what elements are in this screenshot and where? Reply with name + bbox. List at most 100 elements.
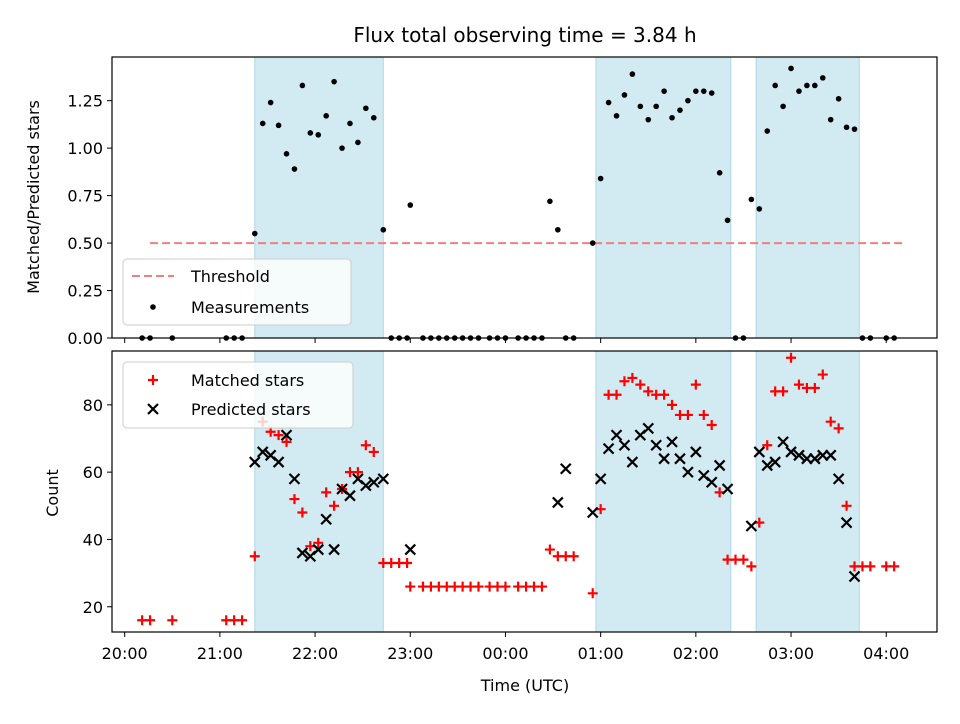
bottom-series-1-point-37 bbox=[721, 483, 734, 495]
bottom-series-1-point-25 bbox=[626, 456, 639, 468]
bottom-series-1-point-8 bbox=[312, 543, 325, 556]
bottom-series-0-point-78 bbox=[841, 500, 852, 511]
bottom-series-1-point-17 bbox=[404, 543, 417, 556]
bottom-shaded-interval-2 bbox=[755, 350, 860, 633]
bottom-series-1-point-31 bbox=[674, 452, 686, 465]
top-y-tick-label-4: 1.00 bbox=[67, 139, 103, 158]
top-y-tick-label-5: 1.25 bbox=[67, 92, 103, 111]
top-series-0-point-20 bbox=[363, 105, 369, 112]
bottom-series-0-point-71 bbox=[786, 352, 797, 363]
bottom-series-1-point-16 bbox=[377, 473, 390, 485]
bottom-x-tick-label-7: 03:00 bbox=[768, 644, 814, 663]
top-series-0-point-11 bbox=[291, 166, 298, 172]
top-series-0-point-43 bbox=[555, 226, 561, 233]
bottom-series-0-point-77 bbox=[833, 423, 844, 434]
bottom-series-0-point-42 bbox=[544, 544, 555, 555]
bottom-x-tick-label-6: 02:00 bbox=[673, 644, 719, 663]
bottom-series-1-point-5 bbox=[288, 473, 301, 485]
top-series-0-point-68 bbox=[764, 128, 771, 134]
top-series-0-point-70 bbox=[780, 103, 786, 110]
bottom-series-0-point-16 bbox=[329, 500, 340, 511]
top-axes-frame bbox=[111, 56, 938, 339]
legend-matched-stars-label: Matched stars bbox=[191, 371, 304, 390]
bottom-series-1-point-46 bbox=[809, 452, 821, 465]
bottom-series-1-point-3 bbox=[272, 456, 285, 468]
top-series-0-point-75 bbox=[819, 75, 826, 81]
top-y-tick-label-1: 0.25 bbox=[67, 282, 103, 301]
top-series-0-point-21 bbox=[370, 114, 377, 121]
top-series-0-point-76 bbox=[827, 116, 834, 123]
top-series-0-point-59 bbox=[693, 88, 699, 94]
bottom-series-1-point-12 bbox=[344, 489, 356, 502]
x-axis-label: Time (UTC) bbox=[480, 676, 569, 695]
bottom-series-0-point-20 bbox=[360, 440, 371, 451]
bottom-x-tick-label-3: 23:00 bbox=[387, 644, 433, 663]
legend-measurements-swatch bbox=[150, 304, 156, 310]
bottom-series-0-point-14 bbox=[313, 537, 324, 548]
bottom-series-1-point-0 bbox=[249, 456, 261, 468]
top-series-0-point-72 bbox=[796, 88, 802, 94]
top-series-0-point-52 bbox=[637, 103, 644, 110]
top-y-tick-label-2: 0.50 bbox=[67, 234, 103, 253]
top-y-axis-label: Matched/Predicted stars bbox=[24, 100, 43, 294]
top-legend-box bbox=[122, 258, 352, 326]
bottom-series-0-point-83 bbox=[889, 561, 900, 572]
bottom-series-0-point-56 bbox=[667, 399, 678, 410]
bottom-series-1-point-51 bbox=[848, 570, 861, 583]
top-series-0-point-78 bbox=[843, 124, 850, 131]
top-series-0-point-49 bbox=[613, 113, 620, 119]
bottom-series-1-point-43 bbox=[785, 446, 797, 458]
top-series-0-point-77 bbox=[835, 95, 842, 102]
bottom-series-1-point-42 bbox=[777, 436, 789, 448]
top-series-0-point-18 bbox=[347, 120, 353, 127]
top-series-0-point-6 bbox=[251, 230, 258, 237]
top-series-0-point-61 bbox=[708, 90, 715, 96]
bottom-series-0-point-41 bbox=[536, 581, 547, 592]
bottom-series-0-point-65 bbox=[738, 554, 749, 565]
bottom-series-0-point-72 bbox=[793, 379, 804, 390]
bottom-series-1-point-38 bbox=[745, 520, 758, 532]
bottom-x-tick-label-4: 00:00 bbox=[482, 644, 528, 663]
top-shaded-interval-2 bbox=[755, 56, 860, 339]
top-series-0-point-62 bbox=[716, 170, 723, 176]
top-series-0-point-19 bbox=[355, 139, 361, 146]
bottom-series-1-point-27 bbox=[642, 422, 655, 435]
bottom-series-0-point-61 bbox=[706, 420, 717, 431]
bottom-series-0-point-5 bbox=[237, 615, 248, 626]
top-series-0-point-22 bbox=[380, 226, 387, 233]
bottom-series-1-point-41 bbox=[769, 456, 781, 468]
bottom-series-1-point-4 bbox=[280, 429, 293, 441]
bottom-series-1-point-23 bbox=[610, 429, 623, 441]
bottom-series-1-point-22 bbox=[602, 442, 615, 455]
bottom-series-1-point-36 bbox=[713, 459, 726, 472]
top-panel: 0.00 0.25 0.50 0.75 1.00 1.25 Threshold Measure… bbox=[67, 56, 938, 348]
bottom-series-1-point-40 bbox=[761, 459, 774, 472]
top-series-0-point-50 bbox=[621, 92, 628, 98]
bottom-series-1-point-1 bbox=[256, 446, 269, 458]
top-series-0-point-14 bbox=[315, 132, 322, 138]
bottom-series-1-point-21 bbox=[594, 473, 607, 485]
bottom-series-1-point-19 bbox=[559, 463, 572, 475]
bottom-series-0-point-58 bbox=[682, 409, 693, 420]
bottom-series-1-point-24 bbox=[618, 439, 631, 452]
top-series-0-point-13 bbox=[307, 130, 314, 136]
top-series-0-point-63 bbox=[724, 217, 731, 224]
top-series-0-point-79 bbox=[851, 126, 858, 132]
legend-matched-stars-swatch bbox=[148, 375, 158, 385]
bottom-series-0-point-2 bbox=[167, 615, 178, 626]
bottom-series-1-point-39 bbox=[753, 446, 766, 458]
top-series-0-point-48 bbox=[605, 99, 612, 106]
bottom-y-tick-label-1: 40 bbox=[83, 530, 103, 549]
bottom-series-1-point-35 bbox=[705, 476, 718, 489]
bottom-series-0-point-55 bbox=[659, 389, 670, 400]
bottom-series-0-point-19 bbox=[352, 467, 363, 478]
top-legend: Threshold Measurements bbox=[122, 258, 352, 326]
top-series-0-point-56 bbox=[669, 114, 675, 121]
bottom-series-0-point-46 bbox=[587, 588, 598, 599]
top-series-0-point-9 bbox=[275, 122, 282, 129]
top-series-0-point-69 bbox=[772, 82, 778, 89]
bottom-series-1-point-50 bbox=[840, 516, 853, 529]
bottom-series-0-point-74 bbox=[809, 383, 820, 394]
bottom-series-1-point-18 bbox=[552, 496, 564, 509]
top-shaded-interval-1 bbox=[595, 56, 732, 339]
